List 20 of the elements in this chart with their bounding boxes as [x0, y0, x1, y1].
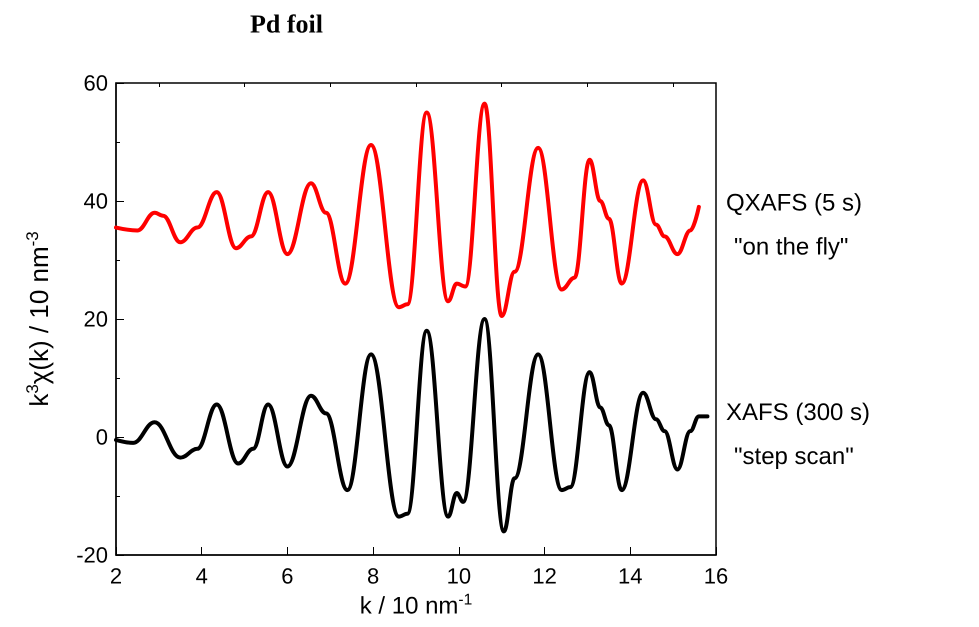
x-tick-label: 6	[281, 564, 294, 588]
y-tick-label: 40	[84, 188, 108, 214]
x-tick-label: 16	[704, 564, 728, 588]
y-tick-label: -20	[76, 542, 108, 568]
y-tick-label: 20	[84, 306, 108, 332]
x-tick-label: 2	[110, 564, 122, 588]
x-tick-label: 10	[446, 564, 472, 588]
y-tick-label: 0	[96, 424, 108, 450]
x-tick-label: 4	[196, 564, 208, 588]
x-tick-label: 12	[532, 564, 557, 588]
line-series	[114, 102, 701, 318]
chart-title: Pd foil	[250, 10, 323, 38]
y-axis-title: k3χ(k) / 10 nm-3	[23, 231, 54, 407]
series-label: XAFS (300 s)	[726, 398, 870, 426]
x-tick-label: 8	[367, 564, 380, 588]
text: "step scan"	[734, 442, 854, 470]
text: "on the fly"	[734, 233, 848, 260]
x-tick-label: 14	[618, 564, 643, 588]
series-label: QXAFS (5 s)	[726, 189, 862, 216]
y-tick-label: 60	[84, 70, 108, 96]
